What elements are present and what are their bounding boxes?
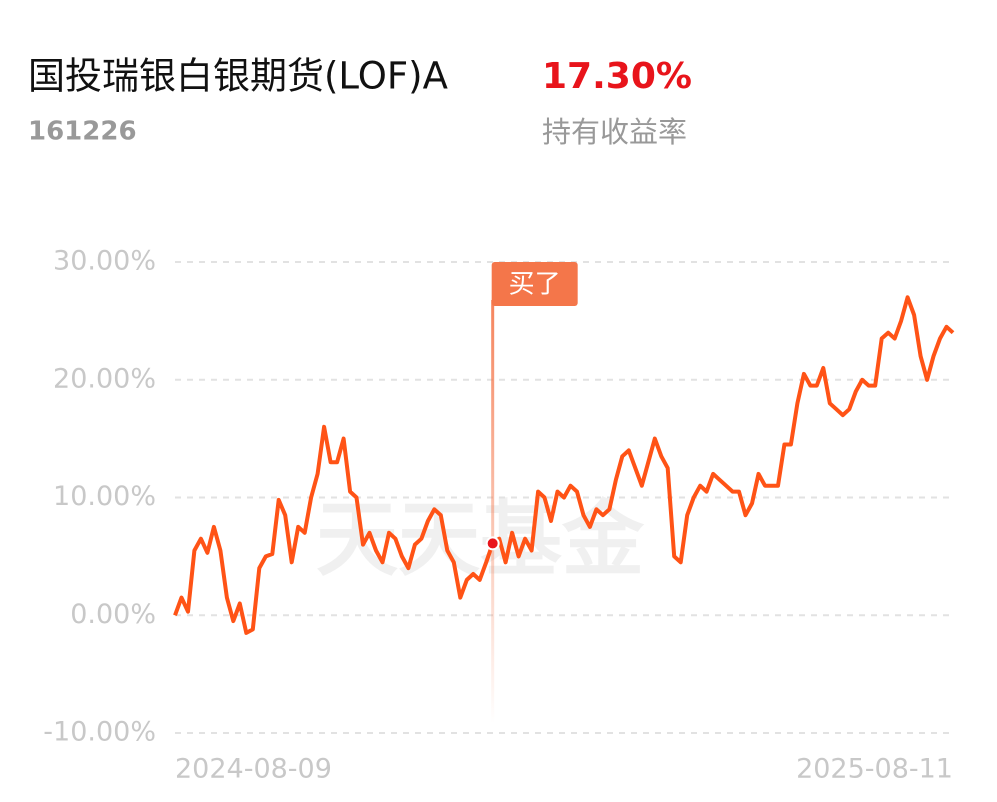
y-tick-label: 0.00% — [70, 599, 156, 630]
buy-label-box — [491, 262, 578, 306]
fund-title: 国投瑞银白银期货(LOF)A — [28, 55, 448, 98]
buy-line — [491, 300, 495, 723]
return-value: 17.30% — [542, 56, 692, 97]
fund-code: 161226 — [28, 117, 137, 147]
x-tick-label: 2025-08-11 — [796, 754, 953, 785]
y-tick-label: -10.00% — [43, 717, 156, 748]
buy-point — [485, 536, 500, 551]
y-tick-label: 10.00% — [53, 481, 156, 512]
buy-label: 买了 — [509, 270, 561, 300]
x-tick-label: 2024-08-09 — [175, 754, 332, 785]
y-tick-label: 30.00% — [53, 246, 156, 277]
price-line — [173, 295, 955, 635]
return-label: 持有收益率 — [542, 115, 687, 149]
y-tick-label: 20.00% — [53, 363, 156, 394]
